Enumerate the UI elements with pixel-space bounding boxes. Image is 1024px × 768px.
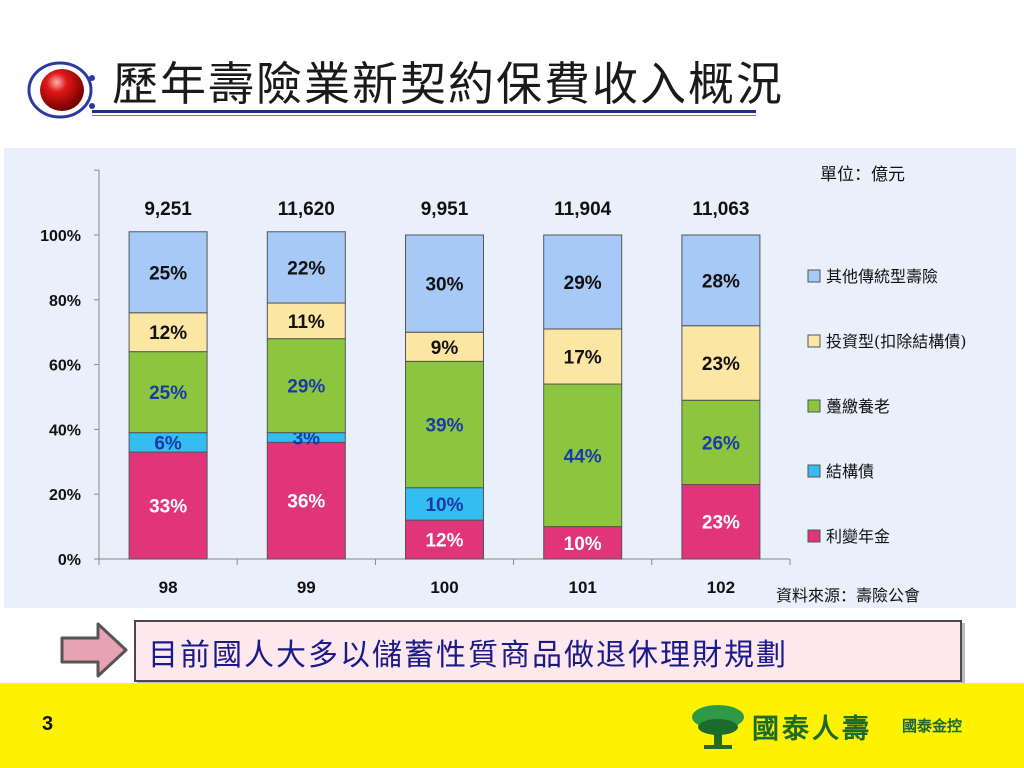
bar-segment [543, 234, 623, 330]
legend-label: 利變年金 [826, 527, 890, 546]
bar-segment [128, 231, 208, 314]
data-label: 9% [431, 338, 459, 359]
total-label: 11,063 [692, 199, 749, 220]
data-label: 29% [564, 273, 602, 294]
legend-swatch [807, 269, 821, 283]
data-label: 36% [287, 492, 325, 513]
data-label: 3% [293, 429, 321, 450]
bar-segment [128, 451, 208, 560]
data-label: 23% [702, 354, 740, 375]
title-underline [92, 110, 756, 113]
data-label: 10% [564, 534, 602, 555]
bar-segment [543, 383, 623, 528]
bar-segment [266, 441, 346, 560]
bar-segment [405, 487, 484, 521]
legend-swatch [807, 464, 821, 478]
bar-segment [681, 399, 761, 485]
bar-segment [681, 483, 761, 560]
red-orb-icon [26, 60, 96, 124]
title-area: 歷年壽險業新契約保費收入概況 [0, 0, 1024, 130]
y-tick-label: 20% [49, 487, 81, 504]
data-label: 25% [149, 263, 187, 284]
y-tick-label: 100% [40, 228, 81, 245]
group-logo-text: 國泰金控 [902, 717, 963, 735]
footer-bar: 3 國泰人壽 國泰金控 [0, 683, 1024, 768]
total-label: 9,951 [421, 199, 469, 220]
y-tick-label: 0% [58, 552, 81, 569]
total-label: 11,620 [278, 199, 335, 220]
bar-segment [543, 328, 623, 385]
bar-segment [405, 360, 484, 489]
legend-swatch [807, 399, 821, 413]
bar-segment [405, 234, 484, 333]
data-label: 6% [154, 433, 182, 454]
data-label: 28% [702, 271, 740, 292]
title-underline-thin [92, 115, 756, 116]
data-label: 10% [425, 495, 463, 516]
data-label: 11% [288, 312, 325, 333]
callout-box: 目前國人大多以儲蓄性質商品做退休理財規劃 [134, 620, 962, 682]
bar-segment [266, 302, 346, 340]
legend-swatch [807, 529, 821, 543]
data-label: 39% [425, 416, 463, 437]
bar-segment [681, 234, 761, 327]
tree-logo-icon [690, 701, 746, 755]
unit-label: 單位：億元 [820, 165, 905, 185]
bar-segment [266, 231, 346, 304]
x-tick-label: 98 [159, 578, 178, 597]
legend-label: 投資型(扣除結構債) [826, 332, 967, 351]
legend-label: 躉繳養老 [826, 397, 890, 416]
x-tick-label: 99 [297, 578, 316, 597]
source-label: 資料來源：壽險公會 [776, 586, 921, 605]
bar-segment [128, 351, 208, 434]
data-label: 30% [425, 275, 463, 296]
y-tick-label: 80% [49, 293, 81, 310]
y-tick-label: 60% [49, 358, 81, 375]
data-label: 26% [702, 433, 740, 454]
data-label: 22% [287, 258, 325, 279]
callout-text: 目前國人大多以儲蓄性質商品做退休理財規劃 [148, 638, 788, 673]
data-label: 44% [564, 446, 602, 467]
data-label: 12% [425, 531, 463, 552]
page-number: 3 [42, 713, 54, 735]
bar-segment [681, 325, 761, 401]
data-label: 17% [564, 348, 602, 369]
data-label: 23% [702, 513, 740, 534]
total-label: 9,251 [144, 199, 192, 220]
x-tick-label: 102 [707, 578, 735, 597]
total-label: 11,904 [554, 199, 611, 220]
data-label: 25% [149, 383, 187, 404]
legend-label: 結構債 [826, 462, 874, 481]
legend-label: 其他傳統型壽險 [826, 267, 938, 286]
data-label: 33% [149, 497, 187, 518]
arrow-icon [58, 620, 130, 686]
bar-segment [266, 338, 346, 434]
page-title: 歷年壽險業新契約保費收入概況 [112, 57, 784, 111]
data-label: 29% [287, 377, 325, 398]
legend-swatch [807, 334, 821, 348]
x-tick-label: 100 [430, 578, 458, 597]
data-label: 12% [149, 323, 187, 344]
bar-segment [128, 312, 208, 353]
y-tick-label: 40% [49, 422, 81, 439]
x-tick-label: 101 [569, 578, 597, 597]
company-logo-text: 國泰人壽 [752, 714, 872, 745]
